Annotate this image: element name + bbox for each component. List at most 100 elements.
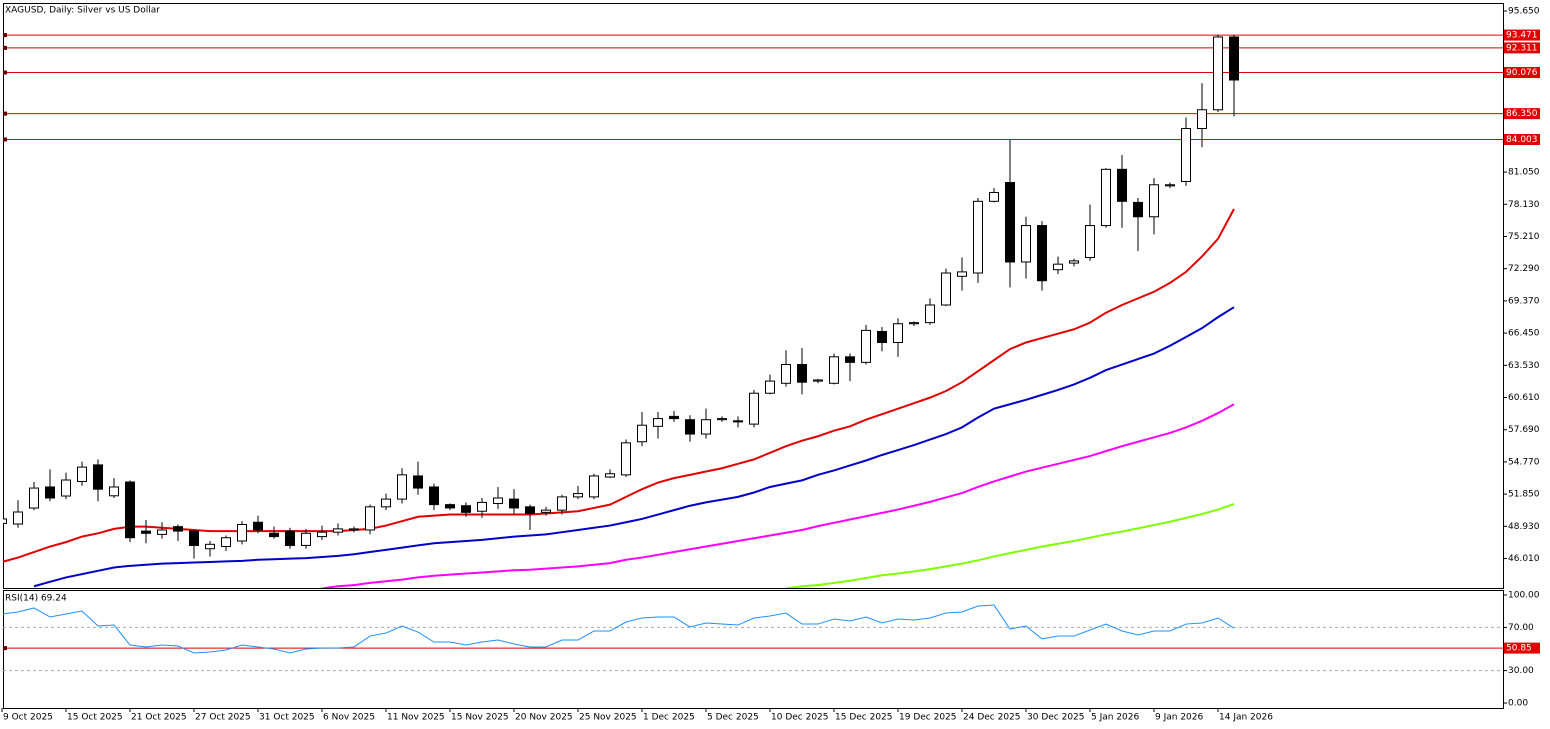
candle-body [3,518,7,524]
level-label: 92.311 [1506,43,1538,53]
x-tick-label: 25 Nov 2025 [579,713,637,723]
level-marker [3,137,7,142]
candle-body [413,475,423,489]
candle-body [141,530,151,534]
y-tick-label: 78.130 [1508,200,1540,210]
x-tick-label: 9 Jan 2026 [1155,713,1203,723]
level-marker [3,45,7,50]
candle-body [781,364,791,384]
candle-body [1133,201,1143,218]
candle-body [797,364,807,383]
candle-body [637,424,647,443]
candle-body [221,537,231,548]
candle-body [925,304,935,324]
x-tick-label: 9 Oct 2025 [3,713,53,723]
level-marker [3,70,7,75]
x-tick-label: 19 Dec 2025 [899,713,957,723]
y-tick-label: 63.530 [1508,361,1540,371]
x-tick-label: 24 Dec 2025 [963,713,1021,723]
candle-body [1229,36,1239,81]
level-label-box [1504,134,1540,146]
candle-body [237,523,247,542]
candle-body [541,509,551,513]
x-tick-label: 5 Jan 2026 [1091,713,1139,723]
rsi-title: RSI(14) 69.24 [5,594,67,604]
level-label-box [1504,29,1540,41]
candle-body [1165,184,1175,187]
candle-body [397,474,407,500]
candle-body [301,532,311,546]
y-tick-label: 30.00 [1508,666,1534,676]
y-tick-label: 51.850 [1508,490,1540,500]
candle-body [429,486,439,506]
candle-body [845,356,855,363]
indicator-line [33,306,1235,588]
level-label-box [1504,42,1540,54]
level-label: 93.471 [1506,31,1538,41]
candle-body [157,529,167,535]
level-label: 84.003 [1506,135,1538,145]
level-label-box [1504,642,1540,654]
y-tick-label: 95.650 [1508,7,1540,17]
candle-body [13,511,23,525]
candle-body [61,479,71,497]
candle-body [669,415,679,420]
candle-body [93,464,103,490]
indicator-line [785,503,1235,588]
level-label-box [1504,67,1540,79]
candle-body [989,191,999,202]
indicator-line [321,403,1235,588]
candle-body [365,506,375,531]
plot-area [3,604,1235,654]
y-tick-label: 72.290 [1508,264,1540,274]
y-tick-label: 57.690 [1508,425,1540,435]
candle-body [1197,109,1207,130]
y-tick-label: 54.770 [1508,457,1540,467]
x-tick-label: 21 Oct 2025 [131,713,187,723]
candle-body [813,379,823,382]
level-marker [3,646,7,651]
y-tick-label: 81.050 [1508,168,1540,178]
candle-body [445,504,455,509]
candle-body [205,543,215,550]
plot-area [3,34,1239,588]
candle-body [861,329,871,363]
candle-body [749,392,759,425]
candle-body [253,521,263,531]
candle-body [1037,225,1047,282]
candle-body [765,380,775,394]
candle-body [189,530,199,546]
level-label: 50.85 [1506,644,1532,654]
candle-body [77,466,87,482]
x-tick-label: 5 Dec 2025 [707,713,759,723]
candle-body [701,419,711,435]
chart-title: XAGUSD, Daily: Silver vs US Dollar [5,6,160,16]
candle-body [733,420,743,423]
x-tick-label: 1 Dec 2025 [643,713,695,723]
candle-body [125,481,135,539]
y-tick-label: 100.00 [1508,590,1540,600]
candle-body [1069,260,1079,264]
x-tick-label: 11 Nov 2025 [387,713,445,723]
x-tick-label: 15 Dec 2025 [835,713,893,723]
indicator-line [3,208,1235,563]
candle-body [829,356,839,384]
y-tick-label: 69.370 [1508,296,1540,306]
x-tick-label: 10 Dec 2025 [771,713,829,723]
candle-body [653,418,663,427]
indicator-line [3,604,1235,654]
candle-body [1085,225,1095,259]
level-label: 86.350 [1506,109,1538,119]
candle-body [1213,36,1223,111]
candle-body [1117,168,1127,202]
candle-body [1053,263,1063,271]
level-label: 90.076 [1506,68,1538,78]
candle-body [493,497,503,505]
candle-body [29,487,39,509]
candle-body [461,505,471,513]
level-label-box [1504,108,1540,120]
candle-body [685,419,695,435]
candle-body [557,496,567,511]
candle-body [45,486,55,499]
